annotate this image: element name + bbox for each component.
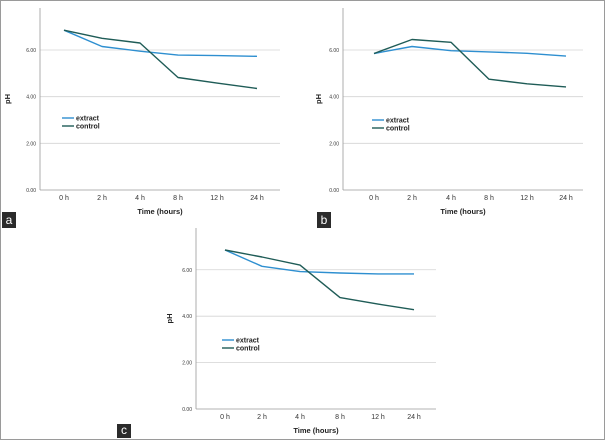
x-axis-label: Time (hours) (440, 207, 486, 216)
y-tick-label: 4.00 (26, 95, 36, 101)
y-tick-label: 6.00 (26, 48, 36, 54)
panel-badge (117, 424, 131, 438)
series-line-control (63, 29, 258, 90)
series-line-extract (224, 249, 414, 275)
legend-label-control: control (236, 346, 260, 353)
panel-badge-label: a (6, 213, 13, 227)
x-tick-label: 12 h (371, 414, 385, 421)
legend-label-extract: extract (236, 338, 260, 345)
y-tick-label: 2.00 (329, 141, 339, 147)
x-tick-label: 2 h (97, 195, 107, 202)
legend-label-extract: extract (386, 118, 410, 125)
panel-badge (2, 212, 16, 228)
series-line-control (373, 38, 567, 88)
y-axis-label: pH (314, 94, 323, 104)
y-tick-label: 0.00 (329, 188, 339, 194)
panel-badge-label: b (321, 213, 328, 227)
y-axis-label: pH (3, 94, 12, 104)
legend-label-extract: extract (76, 116, 100, 123)
panel-badge (317, 212, 331, 228)
y-tick-label: 0.00 (26, 188, 36, 194)
x-tick-label: 0 h (220, 414, 230, 421)
x-tick-label: 24 h (250, 195, 264, 202)
x-tick-label: 12 h (520, 195, 534, 202)
y-tick-label: 4.00 (182, 314, 192, 320)
series-line-extract (373, 45, 567, 57)
y-tick-label: 6.00 (182, 268, 192, 274)
x-tick-label: 12 h (210, 195, 224, 202)
y-axis-label: pH (165, 314, 174, 324)
chart-panel-c: 0.00 2.00 4.00 6.00 0 h 2 h 4 h 8 h 12 h 24 h Time… (117, 228, 436, 438)
y-tick-label: 2.00 (182, 361, 192, 367)
x-tick-label: 24 h (407, 414, 421, 421)
x-tick-label: 24 h (559, 195, 573, 202)
y-tick-label: 2.00 (26, 141, 36, 147)
x-tick-label: 8 h (173, 195, 183, 202)
x-tick-label: 2 h (257, 414, 267, 421)
x-axis-label: Time (hours) (137, 207, 183, 216)
y-tick-label: 6.00 (329, 48, 339, 54)
x-tick-label: 4 h (446, 195, 456, 202)
x-tick-label: 4 h (295, 414, 305, 421)
x-tick-label: 2 h (407, 195, 417, 202)
chart-panel-a: 0.00 2.00 4.00 6.00 0 h 2 h 4 h 8 h 12 h 24 h Time… (2, 8, 280, 228)
panel-badge-label: c (121, 423, 127, 437)
x-tick-label: 8 h (335, 414, 345, 421)
x-tick-label: 0 h (59, 195, 69, 202)
y-tick-label: 4.00 (329, 95, 339, 101)
series-line-extract (63, 29, 258, 57)
legend-label-control: control (386, 126, 410, 133)
series-line-control (224, 249, 415, 311)
x-axis-label: Time (hours) (293, 426, 339, 435)
x-tick-label: 0 h (369, 195, 379, 202)
y-tick-label: 0.00 (182, 407, 192, 413)
chart-panel-b: 0.00 2.00 4.00 6.00 0 h 2 h 4 h 8 h 12 h 24 h Time… (314, 8, 583, 228)
x-tick-label: 4 h (135, 195, 145, 202)
legend-label-control: control (76, 124, 100, 131)
x-tick-label: 8 h (484, 195, 494, 202)
